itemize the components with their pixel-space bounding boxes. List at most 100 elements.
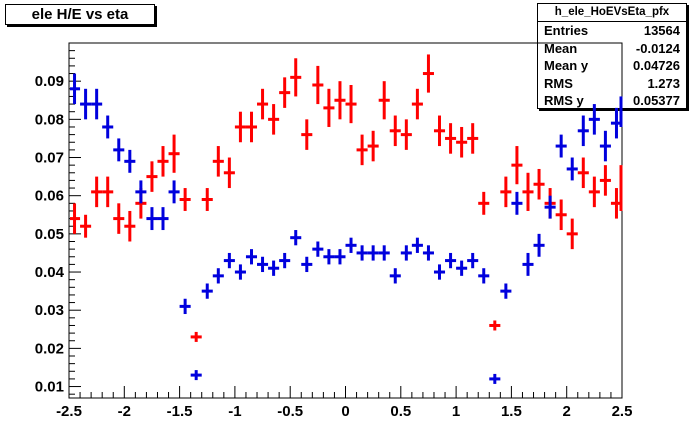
data-point (356, 134, 368, 166)
data-point (312, 241, 324, 257)
x-tick-label: 0 (341, 403, 349, 420)
data-point (323, 249, 335, 265)
y-tick-label: 0.06 (35, 188, 64, 205)
data-point (279, 252, 291, 269)
data-point (610, 107, 621, 139)
data-point (223, 252, 235, 269)
data-point (533, 233, 545, 257)
data-point (577, 115, 589, 147)
stats-row-entries: Entries 13564 (544, 23, 680, 38)
data-point (279, 77, 291, 108)
data-point (157, 146, 169, 177)
data-point (301, 119, 313, 150)
data-point (599, 130, 611, 162)
y-tick-label: 0.05 (35, 226, 64, 243)
data-point (588, 104, 600, 135)
data-point (378, 81, 390, 120)
data-point (555, 199, 567, 231)
data-point (400, 245, 412, 261)
y-tick-label: 0.03 (35, 302, 64, 319)
data-point (223, 157, 235, 189)
data-point (378, 245, 390, 261)
data-point (345, 237, 357, 253)
data-point (467, 123, 479, 154)
data-point (411, 88, 423, 120)
data-point (334, 249, 346, 265)
data-point (467, 252, 479, 269)
data-point (245, 249, 258, 265)
x-tick-label: -1 (228, 403, 241, 420)
data-point (179, 298, 191, 315)
data-point (334, 81, 346, 120)
x-tick-label: 1.5 (501, 403, 522, 420)
data-point (478, 191, 490, 215)
x-tick-label: -0.5 (277, 403, 303, 420)
data-point (257, 256, 269, 273)
y-tick-label: 0.02 (35, 340, 64, 357)
y-tick-label: 0.07 (35, 150, 64, 167)
data-point (80, 88, 92, 120)
x-tick-label: 1 (452, 403, 460, 420)
stats-row-mean-y: Mean y 0.04726 (544, 58, 680, 73)
data-point (268, 260, 280, 276)
data-point (522, 252, 534, 276)
data-point (124, 210, 136, 242)
data-point (102, 176, 114, 208)
data-point (157, 207, 169, 231)
data-point (577, 157, 589, 189)
data-point (456, 126, 468, 158)
data-point (599, 165, 611, 196)
data-point (268, 104, 280, 135)
stats-row-mean: Mean -0.0124 (544, 40, 680, 56)
stats-histogram-name: h_ele_HoEVsEta_pfx (538, 4, 686, 22)
data-point (234, 264, 246, 280)
data-point (522, 172, 534, 211)
data-point (566, 157, 578, 181)
data-point (500, 283, 512, 299)
data-point (80, 214, 92, 238)
data-point (489, 320, 501, 331)
data-point (422, 54, 434, 93)
data-point (511, 146, 523, 185)
chart-title: ele H/E vs eta (5, 4, 155, 25)
data-point (555, 134, 567, 158)
data-point (400, 119, 412, 150)
data-point (113, 203, 125, 234)
data-point (445, 123, 457, 154)
data-point (356, 245, 368, 261)
x-tick-label: 2.5 (612, 403, 633, 420)
data-point (212, 268, 224, 284)
data-point (146, 207, 158, 231)
data-point (70, 203, 81, 234)
data-point (610, 188, 621, 219)
y-tick-label: 0.09 (35, 73, 64, 90)
data-point (91, 88, 103, 120)
data-point (190, 331, 202, 342)
x-tick-label: 2 (563, 403, 571, 420)
data-point (201, 188, 213, 211)
data-point (70, 73, 81, 105)
data-point (102, 115, 114, 139)
data-point (168, 134, 180, 173)
data-point (113, 138, 125, 162)
data-point (179, 188, 191, 211)
data-point (168, 180, 180, 204)
data-point (511, 191, 523, 215)
x-tick-label: 0.5 (390, 403, 411, 420)
data-point (389, 115, 401, 147)
data-point (489, 373, 501, 384)
data-point (290, 230, 302, 246)
data-point (478, 268, 490, 284)
data-point (245, 111, 258, 143)
y-tick-label: 0.01 (35, 379, 64, 396)
data-point (533, 168, 545, 200)
data-point (124, 149, 136, 173)
data-point (588, 176, 600, 208)
x-tick-label: -1.5 (167, 403, 193, 420)
data-point (312, 65, 324, 105)
data-point (411, 237, 423, 253)
data-point (445, 252, 457, 269)
stats-row-rms: RMS 1.273 (544, 75, 680, 91)
data-point (290, 58, 302, 97)
